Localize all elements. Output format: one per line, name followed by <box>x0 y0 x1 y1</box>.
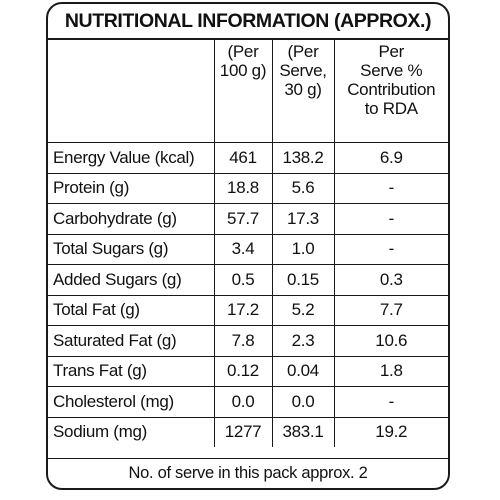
value-rda: 7.7 <box>333 294 448 326</box>
header-nutrient <box>48 40 215 143</box>
table-row: Saturated Fat (g) 7.8 2.3 10.6 <box>48 325 448 357</box>
value-rda: 19.2 <box>333 416 448 447</box>
header-per-serve: (Per Serve, 30 g) <box>271 40 335 143</box>
table-row: Total Sugars (g) 3.4 1.0 - <box>48 233 448 265</box>
value-per-serve: 383.1 <box>271 416 335 447</box>
value-per-serve: 5.6 <box>271 172 335 204</box>
header-line: (Per <box>227 42 259 61</box>
value-per-100g: 18.8 <box>213 172 273 204</box>
table-row: Total Fat (g) 17.2 5.2 7.7 <box>48 294 448 326</box>
value-rda: 10.6 <box>333 325 448 357</box>
nutrient-name: Cholesterol (mg) <box>48 386 215 418</box>
nutrient-name: Energy Value (kcal) <box>48 142 215 174</box>
table-row: Added Sugars (g) 0.5 0.15 0.3 <box>48 264 448 296</box>
header-line: Serve, <box>279 61 327 80</box>
header-row: (Per 100 g) (Per Serve, 30 g) Per Serve … <box>48 40 448 143</box>
value-rda: - <box>333 233 448 265</box>
header-line: Contribution <box>347 80 436 99</box>
value-per-100g: 0.12 <box>213 355 273 387</box>
header-line: 100 g) <box>219 61 267 80</box>
nutrition-label: NUTRITIONAL INFORMATION (APPROX.) (Per 1… <box>46 2 450 490</box>
header-line: 30 g) <box>284 80 322 99</box>
value-rda: 1.8 <box>333 355 448 387</box>
table-row: Protein (g) 18.8 5.6 - <box>48 172 448 204</box>
header-line: to RDA <box>364 99 418 118</box>
value-per-100g: 461 <box>213 142 273 174</box>
nutrient-name: Sodium (mg) <box>48 416 215 447</box>
nutrient-name: Total Fat (g) <box>48 294 215 326</box>
value-per-serve: 0.0 <box>271 386 335 418</box>
header-line: (Per <box>287 42 319 61</box>
value-rda: - <box>333 386 448 418</box>
value-per-100g: 0.0 <box>213 386 273 418</box>
nutrient-name: Protein (g) <box>48 172 215 204</box>
nutrient-name: Added Sugars (g) <box>48 264 215 296</box>
value-per-serve: 1.0 <box>271 233 335 265</box>
value-per-serve: 0.15 <box>271 264 335 296</box>
value-per-100g: 57.7 <box>213 203 273 235</box>
value-per-serve: 17.3 <box>271 203 335 235</box>
nutrient-name: Trans Fat (g) <box>48 355 215 387</box>
value-rda: - <box>333 203 448 235</box>
nutrient-name: Carbohydrate (g) <box>48 203 215 235</box>
label-title: NUTRITIONAL INFORMATION (APPROX.) <box>48 4 448 40</box>
value-per-serve: 2.3 <box>271 325 335 357</box>
value-rda: 0.3 <box>333 264 448 296</box>
value-per-100g: 0.5 <box>213 264 273 296</box>
value-per-serve: 5.2 <box>271 294 335 326</box>
table-row: Cholesterol (mg) 0.0 0.0 - <box>48 386 448 418</box>
value-rda: 6.9 <box>333 142 448 174</box>
value-per-100g: 17.2 <box>213 294 273 326</box>
table-row: Energy Value (kcal) 461 138.2 6.9 <box>48 142 448 174</box>
nutrition-table: (Per 100 g) (Per Serve, 30 g) Per Serve … <box>48 40 448 447</box>
nutrient-name: Total Sugars (g) <box>48 233 215 265</box>
value-per-100g: 7.8 <box>213 325 273 357</box>
table-row: Sodium (mg) 1277 383.1 19.2 <box>48 416 448 447</box>
table-row: Carbohydrate (g) 57.7 17.3 - <box>48 203 448 235</box>
header-per-100g: (Per 100 g) <box>213 40 273 143</box>
header-rda: Per Serve % Contribution to RDA <box>333 40 448 143</box>
table-row: Trans Fat (g) 0.12 0.04 1.8 <box>48 355 448 387</box>
value-rda: - <box>333 172 448 204</box>
nutrient-name: Saturated Fat (g) <box>48 325 215 357</box>
value-per-100g: 1277 <box>213 416 273 447</box>
header-line: Per <box>378 42 405 61</box>
value-per-serve: 138.2 <box>271 142 335 174</box>
header-line: Serve % <box>360 61 423 80</box>
servings-note: No. of serve in this pack approx. 2 <box>48 458 448 488</box>
value-per-100g: 3.4 <box>213 233 273 265</box>
value-per-serve: 0.04 <box>271 355 335 387</box>
